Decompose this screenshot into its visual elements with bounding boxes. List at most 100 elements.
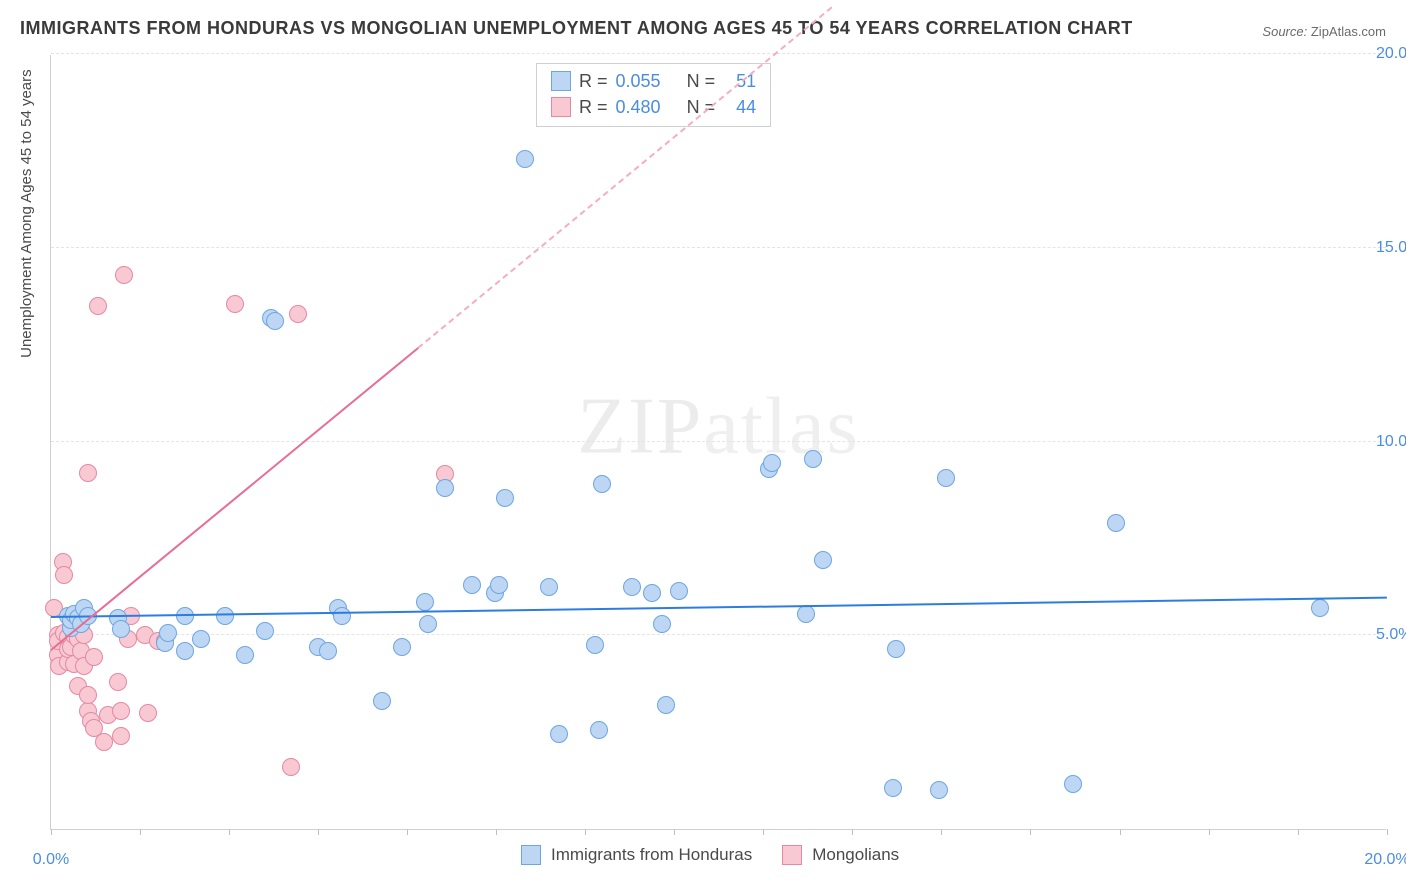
point-blue — [797, 605, 815, 623]
point-blue — [814, 551, 832, 569]
point-blue — [653, 615, 671, 633]
legend-label-pink: Mongolians — [812, 845, 899, 865]
x-tick-label: 20.0% — [1364, 851, 1406, 869]
point-blue — [236, 646, 254, 664]
legend-row-blue: R = 0.055 N = 51 — [551, 68, 756, 94]
point-pink — [289, 305, 307, 323]
point-blue — [1064, 775, 1082, 793]
x-minor-tick — [852, 829, 853, 835]
r-label: R = — [579, 71, 608, 92]
point-blue — [670, 582, 688, 600]
scatter-plot-area: ZIPatlas R = 0.055 N = 51 R = 0.480 N = … — [50, 55, 1386, 830]
x-minor-tick — [51, 829, 52, 835]
point-pink — [79, 686, 97, 704]
swatch-blue — [551, 71, 571, 91]
point-pink — [139, 704, 157, 722]
point-blue — [490, 576, 508, 594]
gridline — [51, 441, 1386, 442]
x-minor-tick — [318, 829, 319, 835]
point-blue — [333, 607, 351, 625]
y-tick-label: 10.0% — [1376, 433, 1406, 451]
x-minor-tick — [941, 829, 942, 835]
trendline-blue — [51, 596, 1387, 617]
swatch-pink — [551, 97, 571, 117]
x-minor-tick — [1209, 829, 1210, 835]
x-minor-tick — [1298, 829, 1299, 835]
point-blue — [159, 624, 177, 642]
correlation-legend-box: R = 0.055 N = 51 R = 0.480 N = 44 — [536, 63, 771, 127]
r-label: R = — [579, 97, 608, 118]
point-pink — [55, 566, 73, 584]
source-credit: Source: ZipAtlas.com — [1262, 24, 1386, 39]
point-blue — [516, 150, 534, 168]
point-pink — [115, 266, 133, 284]
point-blue — [496, 489, 514, 507]
point-blue — [590, 721, 608, 739]
point-blue — [804, 450, 822, 468]
gridline — [51, 247, 1386, 248]
n-value-pink: 44 — [736, 97, 756, 118]
x-minor-tick — [1387, 829, 1388, 835]
point-pink — [95, 733, 113, 751]
x-minor-tick — [674, 829, 675, 835]
point-blue — [393, 638, 411, 656]
trendline-pink-dashed — [418, 6, 833, 349]
point-pink — [282, 758, 300, 776]
source-value: ZipAtlas.com — [1311, 24, 1386, 39]
point-blue — [623, 578, 641, 596]
legend-row-pink: R = 0.480 N = 44 — [551, 94, 756, 120]
y-tick-label: 5.0% — [1376, 626, 1406, 644]
swatch-pink — [782, 845, 802, 865]
gridline — [51, 634, 1386, 635]
point-blue — [416, 593, 434, 611]
x-tick-label: 0.0% — [33, 851, 69, 869]
point-blue — [319, 642, 337, 660]
point-blue — [436, 479, 454, 497]
swatch-blue — [521, 845, 541, 865]
point-pink — [85, 648, 103, 666]
source-label: Source: — [1262, 24, 1307, 39]
watermark-a: ZIP — [577, 382, 703, 470]
point-blue — [930, 781, 948, 799]
point-blue — [540, 578, 558, 596]
y-tick-label: 15.0% — [1376, 239, 1406, 257]
point-pink — [109, 673, 127, 691]
y-axis-label: Unemployment Among Ages 45 to 54 years — [18, 69, 35, 358]
gridline — [51, 53, 1386, 54]
point-blue — [419, 615, 437, 633]
point-blue — [266, 312, 284, 330]
y-tick-label: 20.0% — [1376, 45, 1406, 63]
chart-title: IMMIGRANTS FROM HONDURAS VS MONGOLIAN UN… — [20, 18, 1133, 39]
point-pink — [89, 297, 107, 315]
legend-item-blue: Immigrants from Honduras — [521, 845, 752, 865]
legend-label-blue: Immigrants from Honduras — [551, 845, 752, 865]
x-minor-tick — [1030, 829, 1031, 835]
point-blue — [192, 630, 210, 648]
r-value-blue: 0.055 — [616, 71, 661, 92]
point-blue — [112, 620, 130, 638]
point-blue — [887, 640, 905, 658]
point-blue — [937, 469, 955, 487]
series-legend: Immigrants from Honduras Mongolians — [521, 845, 899, 865]
point-pink — [79, 464, 97, 482]
x-minor-tick — [763, 829, 764, 835]
point-blue — [463, 576, 481, 594]
point-blue — [643, 584, 661, 602]
point-pink — [112, 727, 130, 745]
x-minor-tick — [496, 829, 497, 835]
point-blue — [1311, 599, 1329, 617]
x-minor-tick — [1120, 829, 1121, 835]
point-blue — [176, 642, 194, 660]
point-blue — [216, 607, 234, 625]
legend-item-pink: Mongolians — [782, 845, 899, 865]
point-pink — [112, 702, 130, 720]
r-value-pink: 0.480 — [616, 97, 661, 118]
point-blue — [763, 454, 781, 472]
point-blue — [256, 622, 274, 640]
point-blue — [593, 475, 611, 493]
trendline-pink — [50, 347, 419, 651]
point-blue — [586, 636, 604, 654]
x-minor-tick — [229, 829, 230, 835]
point-blue — [373, 692, 391, 710]
point-blue — [550, 725, 568, 743]
